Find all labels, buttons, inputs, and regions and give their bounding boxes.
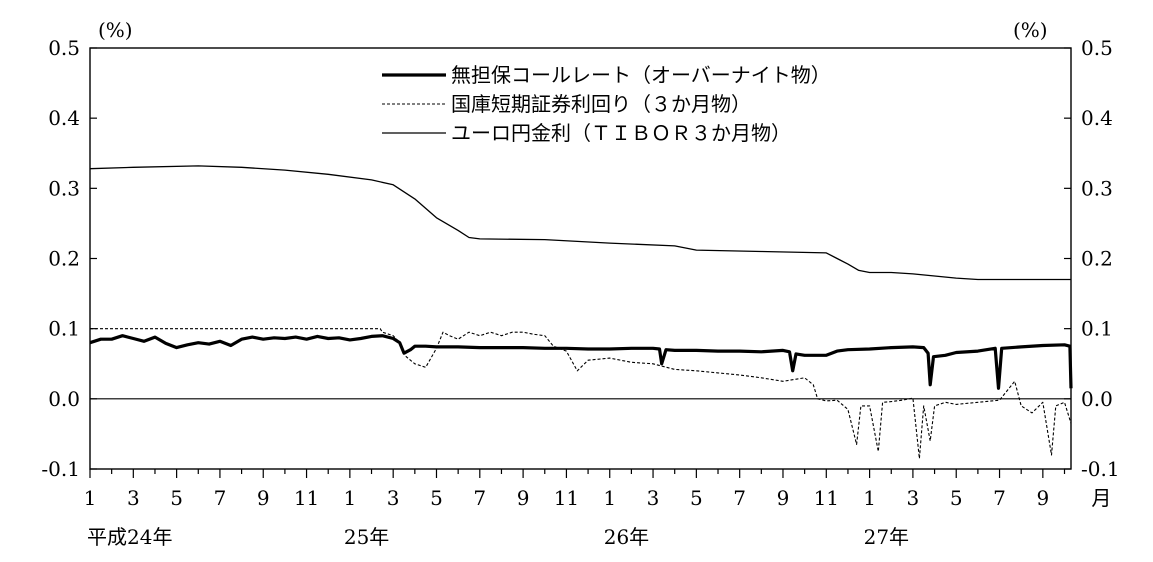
x-tick-label: 5 <box>950 486 963 510</box>
x-tick-label: 11 <box>554 486 579 510</box>
x-tick-label: 9 <box>1036 486 1049 510</box>
x-tick-label: 9 <box>257 486 270 510</box>
x-tick-label: 3 <box>647 486 660 510</box>
legend-label-2: ユーロ円金利（ＴＩＢＯＲ３か月物） <box>451 121 791 145</box>
x-tick-label: 9 <box>517 486 530 510</box>
x-year-label: 25年 <box>344 525 389 549</box>
y-tick-label-right: 0.3 <box>1081 176 1113 200</box>
legend-label-1: 国庫短期証券利回り（３か月物） <box>451 92 751 116</box>
legend: 無担保コールレート（オーバーナイト物） 国庫短期証券利回り（３か月物） ユーロ円金利… <box>382 63 831 145</box>
y-tick-label-left: 0.3 <box>48 176 80 200</box>
x-month-suffix: 月 <box>1091 486 1111 510</box>
x-tick-label: 11 <box>814 486 839 510</box>
x-tick-label: 7 <box>733 486 746 510</box>
x-tick-label: 7 <box>993 486 1006 510</box>
y-tick-label-left: 0.4 <box>48 106 80 130</box>
series-layer <box>89 165 1073 460</box>
y-tick-label-right: 0.4 <box>1081 106 1113 130</box>
y-unit-left: (%) <box>98 18 133 42</box>
x-year-label: 26年 <box>604 525 649 549</box>
x-tick-label: 7 <box>214 486 227 510</box>
y-tick-label-left: 0.5 <box>48 36 80 60</box>
y-tick-label-right: -0.1 <box>1081 457 1120 481</box>
x-tick-label: 5 <box>690 486 703 510</box>
x-year-label: 27年 <box>864 525 909 549</box>
y-tick-label-right: 0.5 <box>1081 36 1113 60</box>
y-tick-label-left: 0.1 <box>48 317 80 341</box>
y-tick-label-left: -0.1 <box>41 457 80 481</box>
x-tick-label: 3 <box>127 486 140 510</box>
y-tick-label-left: 0.0 <box>48 387 80 411</box>
series-line-0 <box>89 334 1073 390</box>
x-tick-label: 1 <box>344 486 357 510</box>
x-tick-label: 9 <box>777 486 790 510</box>
y-tick-label-left: 0.2 <box>48 247 80 271</box>
y-axis-right: 0.5 0.4 0.3 0.2 0.1 0.0 -0.1 <box>1064 36 1120 481</box>
x-tick-label: 1 <box>603 486 616 510</box>
x-tick-label: 3 <box>907 486 920 510</box>
legend-label-0: 無担保コールレート（オーバーナイト物） <box>451 63 831 87</box>
x-tick-label: 1 <box>863 486 876 510</box>
x-tick-label: 7 <box>473 486 486 510</box>
x-year-label: 平成24年 <box>87 525 172 549</box>
y-axis-left: 0.5 0.4 0.3 0.2 0.1 0.0 -0.1 <box>41 36 97 481</box>
y-tick-label-right: 0.1 <box>1081 317 1113 341</box>
x-tick-label: 1 <box>84 486 97 510</box>
x-tick-label: 3 <box>387 486 400 510</box>
y-tick-label-right: 0.2 <box>1081 247 1113 271</box>
y-tick-label-right: 0.0 <box>1081 387 1113 411</box>
x-tick-label: 5 <box>430 486 443 510</box>
series-line-1 <box>90 328 1072 460</box>
x-tick-label: 5 <box>170 486 183 510</box>
y-unit-right: (%) <box>1013 18 1048 42</box>
series-line-2 <box>89 165 1071 281</box>
x-tick-label: 11 <box>294 486 319 510</box>
